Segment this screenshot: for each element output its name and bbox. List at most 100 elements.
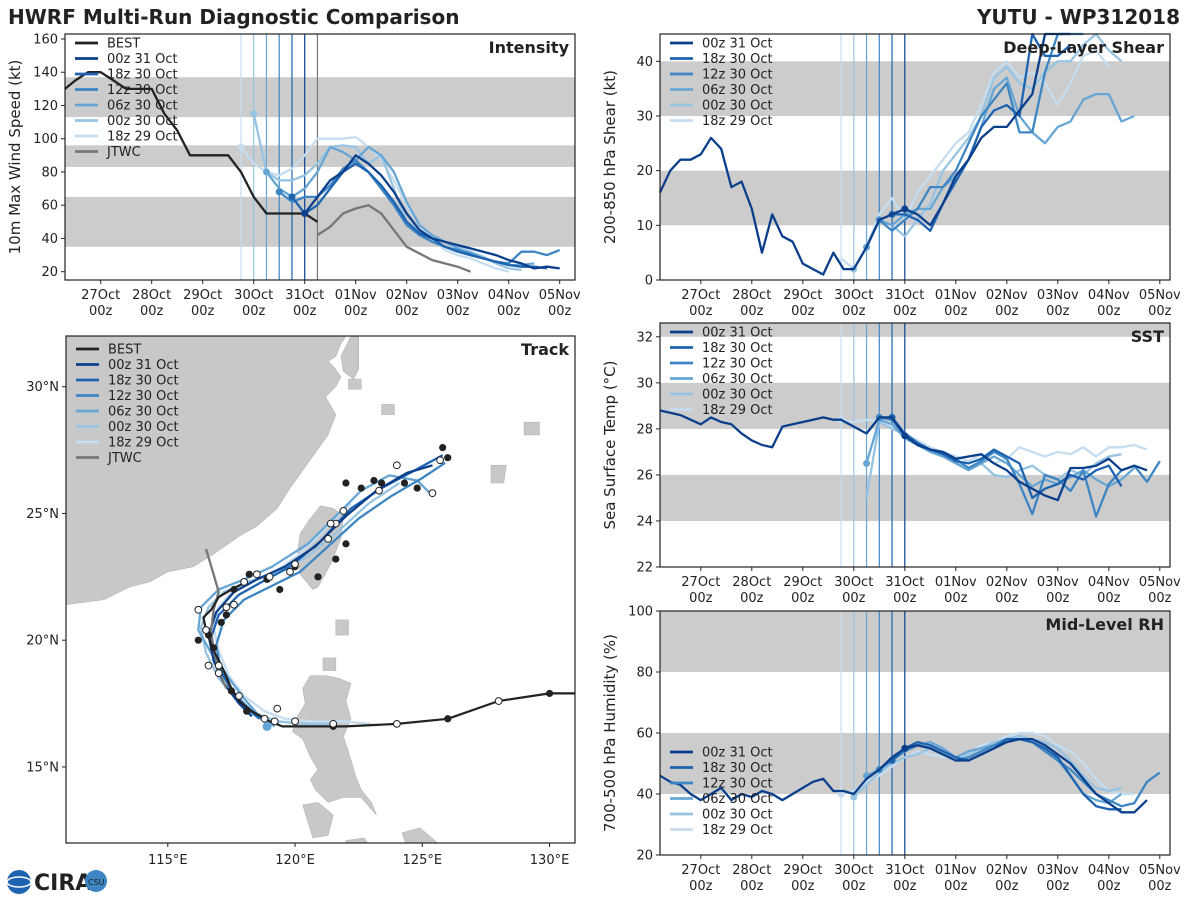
shear-xtick-label: 02Nov — [986, 288, 1028, 303]
track-legend-label-06z-30-oct: 06z 30 Oct — [108, 405, 179, 420]
intensity-xtick-label: 01Nov — [335, 288, 377, 303]
forecast-open-dot — [494, 697, 503, 705]
track-plot: 115°E 120°E 125°E 130°E 15°N 20°N 25°N 30°N Trac… — [26, 335, 576, 868]
sst-title: SST — [1131, 327, 1164, 346]
intensity-legend-label-18z-29-oct: 18z 29 Oct — [107, 130, 178, 145]
shear-xtick-label: 04Nov — [1088, 288, 1130, 303]
shear-xtick-label: 31Oct — [885, 288, 924, 303]
track-legend-label-18z-29-oct: 18z 29 Oct — [108, 436, 179, 451]
rh-xtick-sublabel: 00z — [791, 879, 815, 894]
forecast-open-dot — [230, 600, 238, 609]
sst-xtick-sublabel: 00z — [944, 591, 968, 606]
rh-xtick-sublabel: 00z — [1097, 879, 1121, 894]
intensity-xtick-label: 29Oct — [183, 288, 222, 303]
best-track-dot — [243, 707, 251, 715]
forecast-open-dot — [375, 486, 383, 495]
track-xtick-label: 120°E — [275, 853, 315, 868]
rh-xtick-label: 29Oct — [783, 863, 822, 878]
intensity-frame — [64, 33, 576, 281]
intensity-xtick-label: 05Nov — [539, 288, 581, 303]
best-track-dot — [314, 573, 322, 581]
track-legend-label-best: BEST — [108, 343, 141, 358]
current-position-marker — [262, 721, 272, 731]
best-track-dot — [210, 644, 218, 652]
shear-xtick-sublabel: 00z — [740, 304, 764, 319]
forecast-open-dot — [339, 507, 348, 515]
intensity-legend-label-00z-31-oct: 00z 31 Oct — [107, 52, 178, 67]
shear-xtick-sublabel: 00z — [995, 304, 1019, 319]
forecast-open-dot — [329, 719, 338, 728]
shear-legend-label-06z-30-oct: 06z 30 Oct — [702, 83, 773, 98]
sst-xtick-label: 30Oct — [834, 575, 873, 590]
logo-text: CIRA — [34, 871, 92, 896]
intensity-ytick-label: 80 — [41, 165, 58, 180]
intensity-series-00z-31-oct — [303, 154, 560, 270]
shear-plot: 01020304027Oct00z28Oct00z29Oct00z30Oct00… — [601, 32, 1181, 319]
forecast-open-dot — [235, 692, 243, 700]
intensity-xtick-sublabel: 00z — [395, 304, 419, 319]
sst-band-0 — [660, 474, 1170, 521]
intensity-ytick-label: 20 — [41, 265, 58, 280]
intensity-xtick-sublabel: 00z — [293, 304, 317, 319]
sst-xtick-label: 31Oct — [885, 575, 924, 590]
shear-xtick-sublabel: 00z — [893, 304, 917, 319]
shear-xtick-label: 27Oct — [681, 288, 720, 303]
intensity-ytick-label: 100 — [33, 132, 58, 147]
rh-band-1 — [660, 611, 1170, 672]
forecast-open-dot — [286, 567, 294, 576]
rh-xtick-label: 05Nov — [1139, 863, 1181, 878]
rh-xtick-label: 27Oct — [681, 863, 720, 878]
sst-ytick-label: 30 — [636, 376, 653, 391]
rh-xtick-sublabel: 00z — [1046, 879, 1070, 894]
forecast-open-dot — [273, 704, 282, 713]
rh-ytick-label: 80 — [636, 666, 653, 681]
forecast-open-dot — [202, 626, 210, 634]
rh-series-18z-29-oct — [840, 731, 1135, 796]
rh-legend-label-06z-30-oct: 06z 30 Oct — [702, 792, 773, 807]
intensity-xtick-sublabel: 00z — [89, 304, 113, 319]
best-track-dot — [444, 715, 452, 723]
sst-legend-label-12z-30-oct: 12z 30 Oct — [702, 357, 773, 372]
best-track-dot — [400, 479, 409, 487]
sst-band-1 — [660, 382, 1170, 429]
sst-legend-label-18z-29-oct: 18z 29 Oct — [702, 403, 773, 418]
rh-xtick-sublabel: 00z — [689, 879, 713, 894]
rh-xtick-sublabel: 00z — [944, 879, 968, 894]
rh-legend-label-00z-31-oct: 00z 31 Oct — [702, 746, 773, 761]
rh-xtick-label: 04Nov — [1088, 863, 1130, 878]
rh-legend-label-12z-30-oct: 12z 30 Oct — [702, 777, 773, 792]
track-ytick-label: 15°N — [26, 760, 59, 775]
rh-ytick-label: 40 — [636, 788, 653, 803]
best-track-dot — [444, 454, 452, 462]
shear-xtick-label: 03Nov — [1037, 288, 1079, 303]
shear-legend-label-18z-30-oct: 18z 30 Oct — [702, 52, 773, 67]
shear-xtick-label: 30Oct — [834, 288, 873, 303]
track-xtick-label: 125°E — [403, 853, 443, 868]
best-track-dot — [245, 570, 253, 578]
intensity-legend-label-18z-30-oct: 18z 30 Oct — [107, 68, 178, 83]
rh-legend-label-18z-30-oct: 18z 30 Oct — [702, 761, 773, 776]
intensity-init-marker-18z-30-oct — [288, 193, 296, 201]
intensity-xtick-sublabel: 00z — [446, 304, 470, 319]
sst-xtick-sublabel: 00z — [995, 591, 1019, 606]
best-track-dot — [342, 479, 350, 487]
track-xtick-label: 130°E — [530, 853, 570, 868]
rh-ytick-label: 100 — [628, 605, 653, 620]
track-best — [202, 583, 575, 728]
forecast-open-dot — [436, 456, 445, 465]
forecast-open-dot — [291, 560, 299, 569]
sst-xtick-label: 01Nov — [935, 575, 977, 590]
intensity-init-marker-06z-30-oct — [262, 168, 270, 176]
intensity-title: Intensity — [489, 38, 570, 57]
shear-legend-label-18z-29-oct: 18z 29 Oct — [702, 114, 773, 129]
forecast-open-dot — [214, 661, 223, 670]
forecast-open-dot — [204, 661, 213, 670]
shear-legend-label-00z-30-oct: 00z 30 Oct — [702, 99, 773, 114]
intensity-series-12z-30-oct — [278, 159, 561, 265]
storm-id: YUTU - WP312018 — [976, 5, 1180, 29]
shear-legend-label-12z-30-oct: 12z 30 Oct — [702, 68, 773, 83]
rh-xtick-sublabel: 00z — [1148, 879, 1172, 894]
shear-xtick-sublabel: 00z — [1046, 304, 1070, 319]
